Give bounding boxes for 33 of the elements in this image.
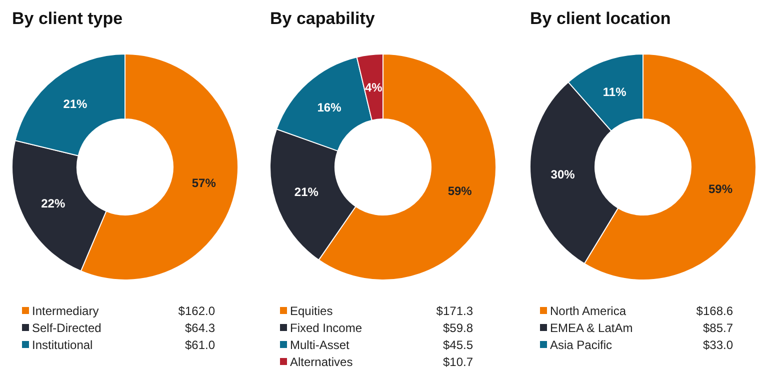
data-label: $10.7	[442, 355, 474, 370]
data-label: $168.6	[696, 304, 734, 318]
legend-label: Asia Pacific	[550, 338, 612, 352]
legend-label: Fixed Income	[290, 321, 362, 336]
text: 16%	[317, 100, 342, 114]
legend-label: Institutional	[32, 338, 93, 352]
data-label: $59.8	[442, 321, 474, 336]
text: 57%	[192, 176, 216, 190]
legend-label: EMEA & LatAm	[550, 321, 633, 336]
legend-label: Self-Directed	[32, 321, 102, 336]
text: 21%	[294, 184, 319, 199]
data-label: $171.3	[436, 304, 474, 318]
chart-title: By client type	[12, 9, 123, 28]
chart-title: By capability	[270, 9, 376, 28]
text: 30%	[550, 167, 576, 182]
text: 11%	[602, 84, 627, 99]
data-label: $61.0	[184, 338, 216, 352]
data-label: $162.0	[178, 304, 216, 318]
text: 59%	[448, 184, 472, 198]
legend-label: Intermediary	[32, 304, 99, 318]
text: 59%	[708, 182, 733, 196]
text: 21%	[63, 96, 88, 111]
chart-title: By client location	[530, 9, 671, 28]
data-label: $64.3	[184, 321, 216, 336]
data-label: $85.7	[702, 321, 734, 336]
text: 4%	[364, 80, 383, 94]
legend-label: Multi-Asset	[290, 338, 350, 352]
legend-label: Alternatives	[290, 355, 353, 370]
text: 22%	[41, 196, 66, 210]
data-label: $45.5	[442, 338, 474, 352]
legend-label: North America	[550, 304, 626, 318]
legend-label: Equities	[290, 304, 333, 318]
data-label: $33.0	[702, 338, 734, 352]
